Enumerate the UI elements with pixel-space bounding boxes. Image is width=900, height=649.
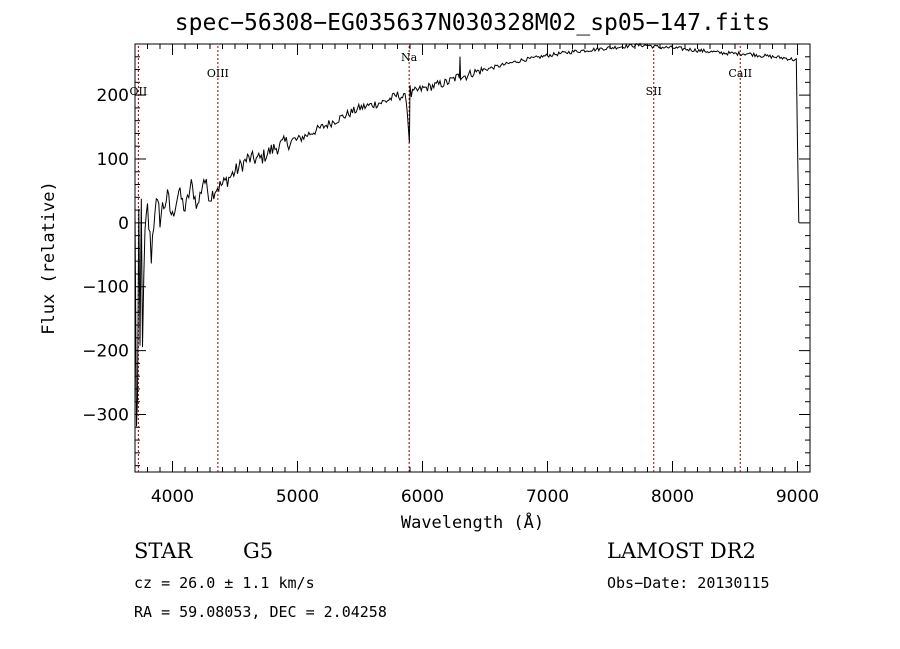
y-tick-label: 0: [118, 214, 129, 234]
plot-frame: [134, 43, 811, 473]
observation-date: Obs−Date: 20130115: [607, 574, 770, 592]
y-tick-label: −100: [82, 278, 129, 298]
y-tick-label: −300: [82, 406, 129, 426]
line-marker-label: CaII: [728, 67, 752, 80]
line-marker-label: OII: [130, 85, 148, 98]
x-axis-label: Wavelength (Å): [401, 511, 544, 533]
spectrum-line: [134, 42, 800, 427]
x-tick-label: 9000: [776, 487, 819, 507]
line-marker-label: OIII: [207, 67, 229, 80]
y-axis-label: Flux (relative): [39, 181, 59, 335]
redshift-value: cz = 26.0 ± 1.1 km/s: [134, 574, 315, 592]
plot-area: 4000 5000 6000 7000 8000 9000 200 100 0 −100 −200 −…: [82, 42, 819, 507]
y-tick-label: −200: [82, 342, 129, 362]
x-tick-label: 7000: [526, 487, 569, 507]
x-tick-label: 5000: [276, 487, 319, 507]
sky-coordinates: RA = 59.08053, DEC = 2.04258: [134, 603, 387, 621]
object-subclass: G5: [243, 539, 274, 563]
survey-name: LAMOST DR2: [607, 539, 756, 563]
line-marker-label: Na: [401, 51, 418, 64]
y-tick-label: 200: [97, 86, 129, 106]
x-tick-label: 4000: [151, 487, 194, 507]
chart-title: spec−56308−EG035637N030328M02_sp05−147.f…: [175, 10, 770, 36]
line-marker-label: SII: [646, 85, 662, 98]
object-class: STAR: [134, 539, 193, 563]
x-tick-label: 6000: [401, 487, 444, 507]
x-tick-label: 8000: [651, 487, 694, 507]
y-tick-label: 100: [97, 150, 129, 170]
